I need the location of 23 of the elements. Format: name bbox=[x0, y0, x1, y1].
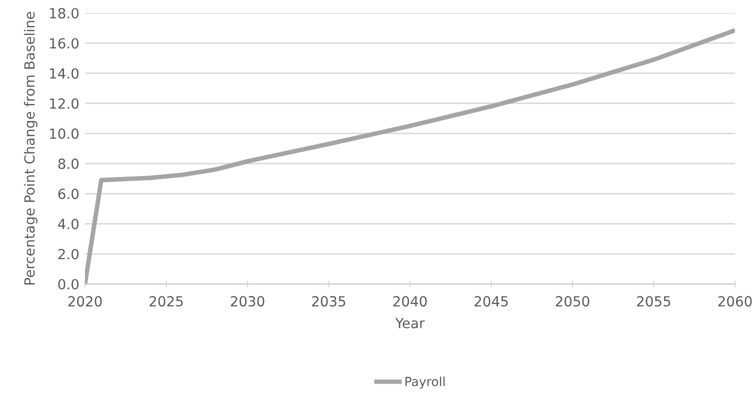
line-series bbox=[85, 28, 735, 284]
x-tick-label: 2020 bbox=[68, 296, 102, 307]
x-tick-label: 2030 bbox=[230, 296, 264, 307]
x-tick-label: 2045 bbox=[474, 296, 508, 307]
y-tick-label: 6.0 bbox=[58, 188, 79, 200]
y-tick-label: 0.0 bbox=[58, 278, 79, 290]
y-tick-label: 12.0 bbox=[50, 98, 79, 109]
y-axis-title: Percentage Point Change from Baseline bbox=[24, 12, 38, 284]
legend-label: Payroll bbox=[405, 376, 445, 389]
x-tick-label: 2055 bbox=[637, 296, 670, 307]
y-tick-label: 16.0 bbox=[50, 38, 79, 49]
y-tick-label: 10.0 bbox=[50, 128, 79, 139]
x-tick-label: 2035 bbox=[312, 296, 346, 307]
x-tick-label: 2060 bbox=[718, 296, 752, 307]
y-tick-label: 4.0 bbox=[58, 218, 79, 230]
x-tick-label: 2040 bbox=[393, 296, 427, 307]
x-tick-label: 2050 bbox=[556, 296, 590, 307]
x-tick-label: 2025 bbox=[150, 296, 183, 307]
x-axis-title: Year bbox=[395, 318, 425, 328]
y-tick-label: 14.0 bbox=[50, 68, 79, 79]
y-tick-label: 18.0 bbox=[50, 8, 79, 18]
y-tick-label: 8.0 bbox=[58, 158, 79, 170]
y-tick-label: 2.0 bbox=[58, 248, 79, 260]
